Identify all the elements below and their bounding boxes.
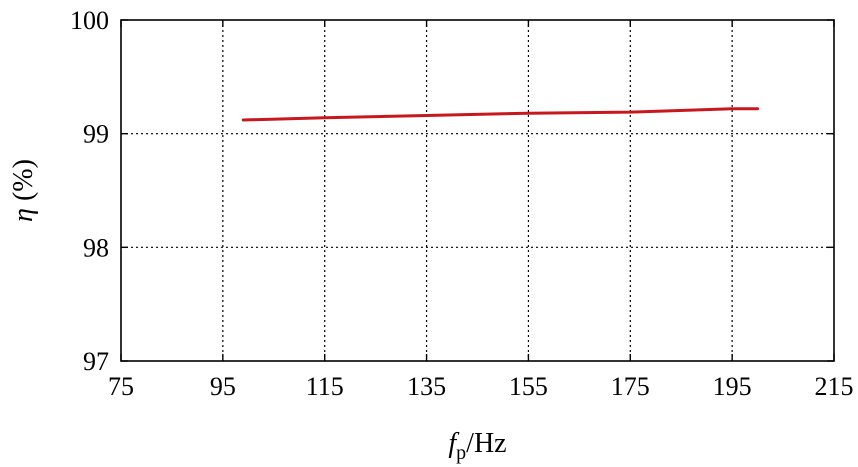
x-tick-label: 135 (407, 372, 446, 401)
x-axis-label-unit: /Hz (466, 428, 506, 459)
x-tick-label: 115 (306, 372, 344, 401)
y-tick-label: 97 (83, 347, 109, 376)
x-tick-label: 75 (108, 372, 134, 401)
tick-marks (120, 19, 835, 362)
y-axis-label-unit: (%) (8, 159, 39, 208)
grid-lines (121, 20, 834, 361)
y-tick-label: 100 (70, 6, 109, 35)
y-tick-label: 98 (83, 233, 109, 262)
x-axis-label-subscript: p (456, 442, 466, 464)
x-axis-label: fp/Hz (448, 428, 506, 464)
data-series (241, 107, 760, 122)
y-tick-label: 99 (83, 120, 109, 149)
plot-frame (120, 19, 835, 362)
x-tick-label: 175 (611, 372, 650, 401)
x-axis-label-main: f (448, 428, 459, 459)
x-tick-label: 95 (210, 372, 236, 401)
x-tick-labels: 75 95 115 135 155 175 195 215 (108, 372, 854, 401)
y-axis-label-symbol: η (8, 208, 39, 222)
y-axis-label: η (%) (8, 159, 39, 222)
x-tick-label: 195 (713, 372, 752, 401)
x-tick-label: 155 (509, 372, 548, 401)
y-tick-labels: 97 98 99 100 (70, 6, 109, 376)
series-line (241, 107, 760, 122)
x-tick-label: 215 (815, 372, 854, 401)
